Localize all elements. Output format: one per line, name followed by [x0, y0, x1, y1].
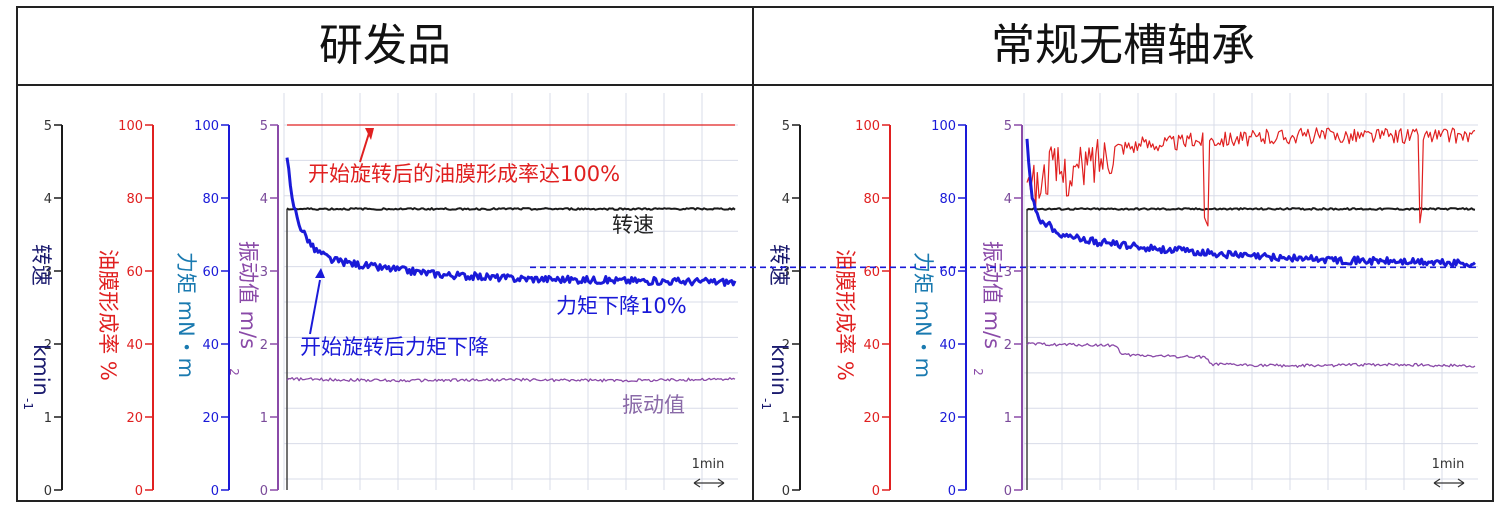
- header-divider: [16, 84, 1494, 86]
- figure-frame: [16, 6, 1494, 502]
- right-panel-title: 常规无槽轴承: [991, 20, 1255, 71]
- left-panel-title: 研发品: [319, 20, 451, 71]
- panel-divider: [752, 6, 754, 502]
